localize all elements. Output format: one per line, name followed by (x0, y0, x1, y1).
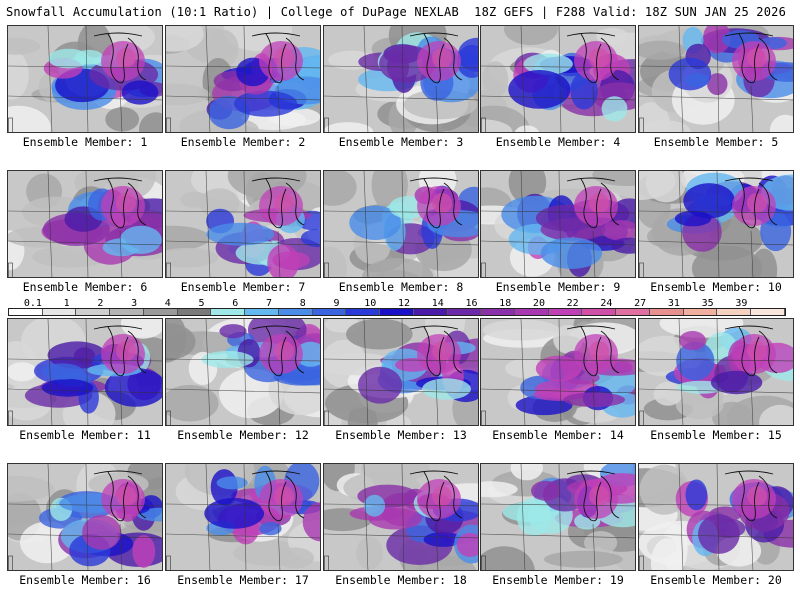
run-info: 18Z GEFS | F288 Valid: 18Z SUN JAN 25 20… (474, 5, 786, 19)
legend-color-cell (616, 309, 650, 315)
legend-color-cell (110, 309, 144, 315)
legend-label: 10 (364, 298, 377, 309)
legend-color-cell (649, 309, 684, 315)
ensemble-member-caption: Ensemble Member: 11 (19, 428, 151, 442)
ensemble-member-caption: Ensemble Member: 12 (177, 428, 309, 442)
ensemble-map-panel (165, 463, 321, 571)
ensemble-map-panel (480, 170, 636, 278)
legend-color-cell (177, 309, 212, 315)
header: Snowfall Accumulation (10:1 Ratio) | Col… (0, 0, 800, 22)
ensemble-map-panel (165, 318, 321, 426)
legend-color-cell (143, 309, 178, 315)
legend-label: 2 (97, 298, 104, 309)
ensemble-map-panel (638, 25, 794, 133)
legend-label: 16 (465, 298, 478, 309)
ensemble-map-panel (165, 170, 321, 278)
ensemble-map-panel (480, 318, 636, 426)
ensemble-member-caption: Ensemble Member: 5 (653, 135, 779, 149)
legend-label: 5 (198, 298, 205, 309)
legend-color-cell (751, 309, 785, 315)
legend-color-cell (245, 309, 279, 315)
ensemble-map-panel (480, 25, 636, 133)
legend-label: 20 (532, 298, 545, 309)
legend-color-bar (8, 308, 786, 316)
ensemble-member-caption: Ensemble Member: 9 (495, 280, 621, 294)
legend-label: 1 (63, 298, 70, 309)
legend-label: 7 (266, 298, 273, 309)
legend-label: 12 (397, 298, 411, 309)
legend-labels: 0.1 1 2 3 4 5 6 7 8 9 10 12 14 16 18 20 22 24 27 31 35 39 (8, 298, 792, 320)
legend-color-cell (278, 309, 313, 315)
ensemble-map-panel (323, 318, 479, 426)
ensemble-member-caption: Ensemble Member: 4 (495, 135, 621, 149)
ensemble-map-panel (7, 318, 163, 426)
legend-color-cell (515, 309, 549, 315)
legend-color-cell (548, 309, 583, 315)
ensemble-map-panel (323, 170, 479, 278)
ensemble-map-panel (7, 170, 163, 278)
ensemble-member-caption: Ensemble Member: 3 (338, 135, 464, 149)
ensemble-member-caption: Ensemble Member: 1 (22, 135, 148, 149)
ensemble-map-panel (7, 463, 163, 571)
legend-label: 18 (499, 298, 512, 309)
ensemble-map-panel (323, 25, 479, 133)
legend-label: 0.1 (23, 298, 42, 309)
legend-label: 22 (566, 298, 579, 309)
legend-color-cell (380, 309, 414, 315)
legend-label: 6 (232, 298, 239, 309)
map-title: Snowfall Accumulation (10:1 Ratio) | Col… (6, 5, 459, 19)
ensemble-member-caption: Ensemble Member: 8 (338, 280, 464, 294)
legend-color-cell (447, 309, 482, 315)
legend-color-cell (481, 309, 516, 315)
ensemble-map-panel (480, 463, 636, 571)
legend-label: 24 (600, 298, 613, 309)
legend-color-cell (42, 309, 77, 315)
legend-color-cell (413, 309, 448, 315)
ensemble-member-caption: Ensemble Member: 6 (22, 280, 148, 294)
ensemble-member-caption: Ensemble Member: 17 (177, 573, 309, 587)
legend-label: 3 (131, 298, 138, 309)
snowfall-legend: 0.1 1 2 3 4 5 6 7 8 9 10 12 14 16 18 20 22 24 27 31 35 39 (8, 298, 792, 320)
ensemble-member-caption: Ensemble Member: 16 (19, 573, 151, 587)
legend-label: 14 (431, 298, 444, 309)
ensemble-map-panel (323, 463, 479, 571)
legend-label: 9 (333, 298, 340, 309)
legend-color-cell (312, 309, 347, 315)
ensemble-member-caption: Ensemble Member: 13 (335, 428, 467, 442)
legend-color-cell (211, 309, 246, 315)
ensemble-map-panel (638, 170, 794, 278)
legend-color-cell (76, 309, 111, 315)
legend-label: 35 (701, 298, 714, 309)
legend-color-cell (9, 309, 43, 315)
ensemble-member-caption: Ensemble Member: 18 (335, 573, 467, 587)
ensemble-member-caption: Ensemble Member: 20 (650, 573, 782, 587)
ensemble-map-panel (638, 318, 794, 426)
legend-label: 31 (667, 298, 680, 309)
legend-label: 27 (634, 298, 647, 309)
ensemble-member-caption: Ensemble Member: 15 (650, 428, 782, 442)
legend-color-cell (683, 309, 718, 315)
ensemble-member-caption: Ensemble Member: 7 (180, 280, 306, 294)
legend-label: 4 (164, 298, 171, 309)
ensemble-map-panel (7, 25, 163, 133)
ensemble-map-panel (638, 463, 794, 571)
ensemble-member-caption: Ensemble Member: 14 (492, 428, 624, 442)
legend-color-cell (717, 309, 752, 315)
legend-label: 8 (299, 298, 306, 309)
ensemble-member-caption: Ensemble Member: 10 (650, 280, 782, 294)
ensemble-member-caption: Ensemble Member: 2 (180, 135, 306, 149)
legend-color-cell (582, 309, 617, 315)
legend-label: 39 (735, 298, 748, 309)
legend-color-cell (346, 309, 381, 315)
ensemble-map-panel (165, 25, 321, 133)
ensemble-member-caption: Ensemble Member: 19 (492, 573, 624, 587)
